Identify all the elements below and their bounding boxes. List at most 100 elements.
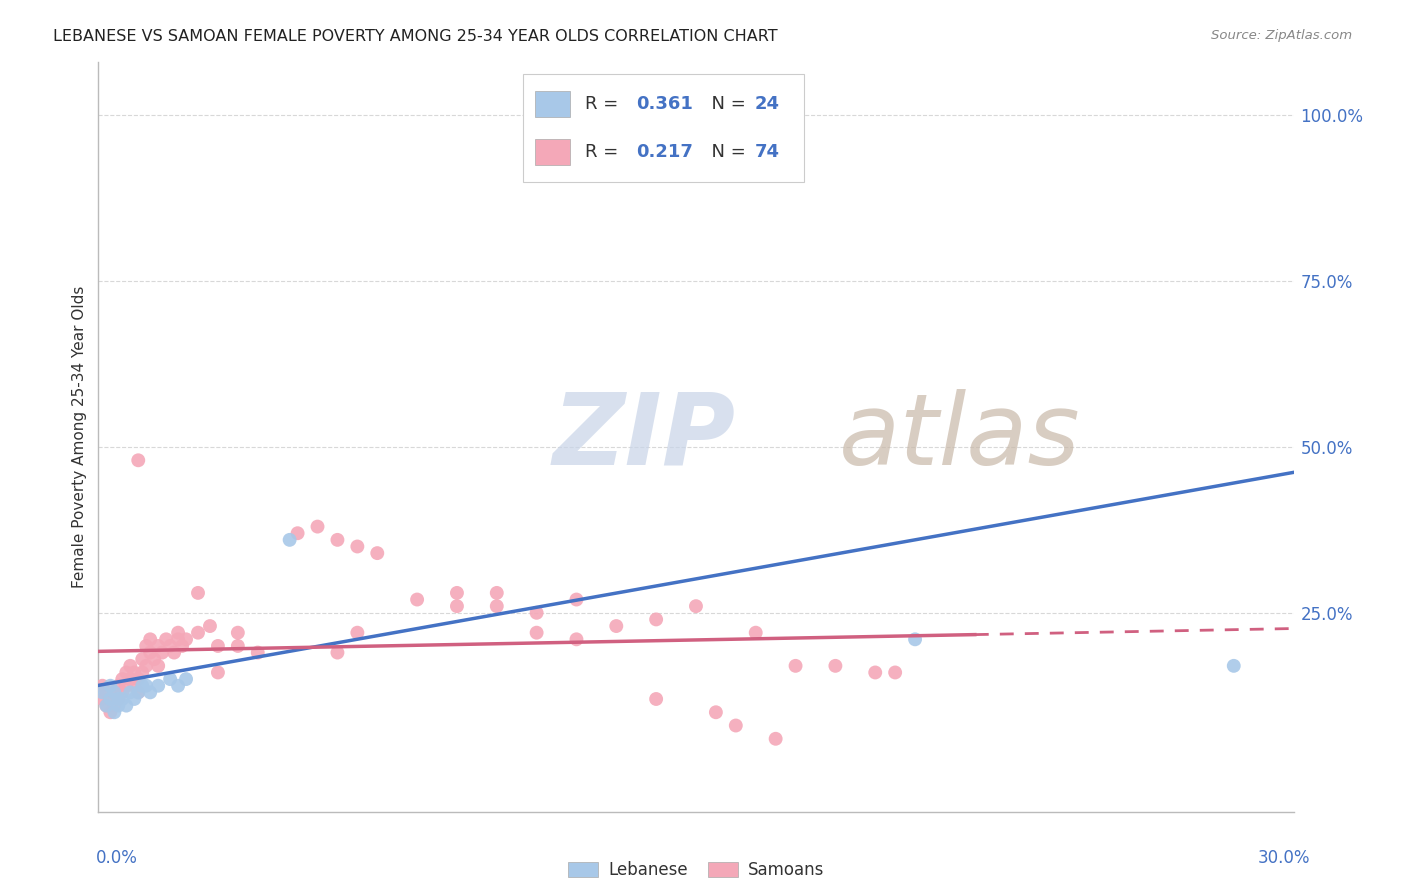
Point xyxy=(148,639,170,653)
Point xyxy=(111,692,134,706)
Point xyxy=(226,639,249,653)
Point xyxy=(685,108,707,122)
Point xyxy=(226,625,249,640)
Point xyxy=(172,639,194,653)
Point xyxy=(148,658,170,673)
Text: ZIP: ZIP xyxy=(553,389,735,485)
Point xyxy=(107,692,129,706)
Point xyxy=(246,646,269,660)
FancyBboxPatch shape xyxy=(534,139,571,165)
Point xyxy=(167,632,190,647)
Point xyxy=(207,639,229,653)
Point xyxy=(406,592,429,607)
Point xyxy=(207,665,229,680)
Point xyxy=(724,718,747,732)
Point xyxy=(346,625,368,640)
Point xyxy=(143,652,166,666)
Text: R =: R = xyxy=(585,95,624,112)
Point xyxy=(155,632,177,647)
Point xyxy=(103,705,125,719)
Text: atlas: atlas xyxy=(839,389,1081,485)
Point xyxy=(135,639,157,653)
Point xyxy=(366,546,388,560)
Point xyxy=(115,679,138,693)
Point xyxy=(96,698,118,713)
Point xyxy=(167,625,190,640)
Point xyxy=(150,646,173,660)
Point xyxy=(326,533,349,547)
Point xyxy=(139,632,162,647)
Point xyxy=(98,692,122,706)
Point xyxy=(91,679,114,693)
Point xyxy=(135,679,157,693)
Point xyxy=(446,599,468,614)
Point xyxy=(131,665,153,680)
Point xyxy=(96,685,118,699)
Point xyxy=(91,692,114,706)
Point xyxy=(148,679,170,693)
Point xyxy=(98,692,122,706)
Point xyxy=(103,698,125,713)
FancyBboxPatch shape xyxy=(534,90,571,117)
Point xyxy=(526,625,548,640)
Text: N =: N = xyxy=(700,144,751,161)
Point xyxy=(198,619,221,633)
Point xyxy=(824,658,846,673)
Point xyxy=(139,685,162,699)
Point xyxy=(163,646,186,660)
Point xyxy=(704,705,727,719)
Point xyxy=(187,625,209,640)
Point xyxy=(115,665,138,680)
Point xyxy=(124,692,146,706)
Point xyxy=(120,658,142,673)
Point xyxy=(103,685,125,699)
Point xyxy=(103,685,125,699)
Y-axis label: Female Poverty Among 25-34 Year Olds: Female Poverty Among 25-34 Year Olds xyxy=(72,286,87,588)
Point xyxy=(174,672,197,686)
Point xyxy=(159,672,181,686)
Point xyxy=(526,606,548,620)
Point xyxy=(111,685,134,699)
Point xyxy=(278,533,301,547)
Point xyxy=(131,679,153,693)
Point xyxy=(884,665,907,680)
Text: N =: N = xyxy=(700,95,751,112)
Text: 0.217: 0.217 xyxy=(636,144,693,161)
Point xyxy=(685,599,707,614)
Point xyxy=(135,658,157,673)
Point xyxy=(98,705,122,719)
Text: Source: ZipAtlas.com: Source: ZipAtlas.com xyxy=(1212,29,1353,42)
Text: 30.0%: 30.0% xyxy=(1258,849,1310,867)
Point xyxy=(187,586,209,600)
Point xyxy=(904,632,927,647)
Point xyxy=(107,679,129,693)
Point xyxy=(446,586,468,600)
Point xyxy=(485,599,508,614)
Point xyxy=(131,652,153,666)
Point xyxy=(565,632,588,647)
Text: 0.361: 0.361 xyxy=(636,95,693,112)
Point xyxy=(120,672,142,686)
Point xyxy=(745,625,768,640)
Point xyxy=(139,646,162,660)
Point xyxy=(865,665,887,680)
Point xyxy=(307,519,329,533)
Point xyxy=(645,612,668,626)
Point xyxy=(785,658,807,673)
Point xyxy=(127,672,149,686)
Text: R =: R = xyxy=(585,144,624,161)
Point xyxy=(1223,658,1246,673)
Point xyxy=(167,679,190,693)
Point xyxy=(605,619,627,633)
Point xyxy=(127,685,149,699)
Point xyxy=(124,679,146,693)
Text: 24: 24 xyxy=(755,95,779,112)
Point xyxy=(111,672,134,686)
Point xyxy=(174,632,197,647)
Point xyxy=(120,685,142,699)
Point xyxy=(127,453,149,467)
Point xyxy=(107,698,129,713)
Point xyxy=(565,592,588,607)
Legend: Lebanese, Samoans: Lebanese, Samoans xyxy=(561,855,831,886)
Text: LEBANESE VS SAMOAN FEMALE POVERTY AMONG 25-34 YEAR OLDS CORRELATION CHART: LEBANESE VS SAMOAN FEMALE POVERTY AMONG … xyxy=(53,29,778,44)
